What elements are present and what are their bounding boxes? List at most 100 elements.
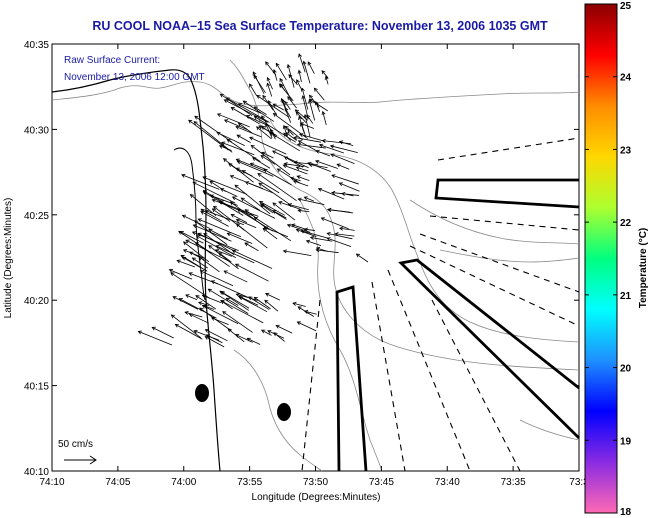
current-vector [339,182,360,192]
current-vector [220,300,233,310]
current-vector-head [204,336,209,340]
colorbar-tick-label: 23 [620,145,632,156]
current-vector [193,224,232,242]
current-vector-head [176,259,181,264]
current-vector [238,103,262,114]
x-axis-ticks: 74:10 74:05 74:00 73:55 73:50 73:45 73:40 73:35… [39,44,589,488]
current-vector-head [298,115,302,121]
current-vector-head [303,196,308,201]
current-vector-head [275,62,280,67]
current-vector-head [292,179,298,184]
current-vector-head [324,75,329,80]
colorbar-label: Temperature (°C) [638,228,649,309]
current-vector [189,272,219,285]
current-vector [220,300,264,324]
current-vector [298,209,310,213]
current-vector [203,190,222,202]
current-vector-head [193,121,198,126]
current-vector [239,296,268,313]
current-vector [330,145,358,153]
current-vector [198,301,210,306]
current-vector [189,313,209,324]
current-vector [309,99,329,112]
current-vector-head [210,280,216,285]
current-vector-head [334,232,339,237]
current-vector [304,114,311,138]
current-vector-head [298,53,302,58]
current-vector [250,145,291,176]
current-vector [176,260,196,268]
shipping-lane [398,258,580,439]
current-vector [293,180,309,187]
current-vector [181,174,220,190]
current-vector [208,245,239,270]
current-vector [217,113,250,128]
current-vector [227,232,253,244]
dashed-boundary [371,281,406,472]
current-vector-head [211,208,216,213]
current-vector-head [222,311,227,315]
current-vector-head [203,232,208,237]
current-vector-head [182,249,188,253]
current-vector [237,160,274,177]
buoy-marker [277,403,291,421]
coastline [51,69,221,472]
current-vector [208,288,249,314]
current-vector-head [315,246,321,251]
current-vector [185,294,198,301]
current-vector-head [299,122,304,127]
y-axis-label: Latitude (Degrees:Minutes) [3,198,14,319]
current-vector-head [330,153,335,158]
current-vector [202,305,239,325]
current-vector-head [258,182,263,187]
current-vector-head [297,69,302,74]
scale-label: 50 cm/s [58,439,93,450]
current-vector-head [331,174,336,179]
current-vector [298,198,325,205]
current-vector [202,176,248,195]
current-vector [258,182,292,206]
current-vector [178,231,212,254]
current-vector-head [248,296,253,301]
colorbar-tick-label: 19 [620,436,632,447]
current-vector [285,132,297,141]
current-vector-head [279,77,284,83]
current-vector-head [321,110,326,116]
current-vector-head [296,321,301,326]
current-vector [267,330,285,339]
current-vector [262,95,274,111]
current-vector [261,151,274,159]
current-vector [309,164,328,168]
current-vector-head [308,99,312,104]
current-vector-head [297,197,302,202]
current-vector-head [317,187,323,192]
current-vector [307,162,331,172]
current-vector-head [307,162,312,166]
current-vector-head [338,182,343,187]
current-vector [253,75,266,94]
current-vector [316,150,331,157]
current-vector-head [313,87,318,92]
current-vector-head [202,190,207,194]
current-vector-head [262,94,267,99]
current-vector [308,99,316,121]
current-vector-head [230,213,235,218]
current-vector [309,95,320,108]
current-vector-head [234,184,239,189]
current-vector-head [261,329,266,334]
current-vector [272,202,296,221]
current-vector-head [182,256,187,261]
current-vector-head [315,248,320,253]
x-tick-label: 74:05 [105,477,130,488]
current-vector-head [326,231,331,236]
current-vector [221,291,250,309]
current-vector-head [309,235,315,240]
current-vector [215,245,255,264]
current-vector-head [331,190,336,195]
colorbar-tick-label: 18 [620,507,632,518]
current-vector [257,173,297,201]
current-vector [279,83,294,102]
current-vector [321,217,349,230]
current-vector [199,256,220,273]
current-vector-head [191,231,197,236]
